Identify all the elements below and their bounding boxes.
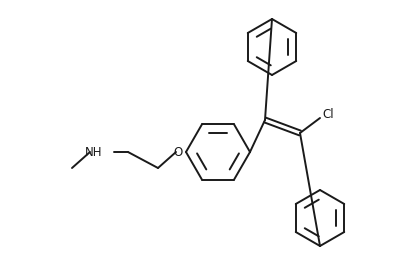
Text: Cl: Cl <box>322 109 333 121</box>
Text: NH: NH <box>84 146 102 158</box>
Text: O: O <box>174 146 183 158</box>
